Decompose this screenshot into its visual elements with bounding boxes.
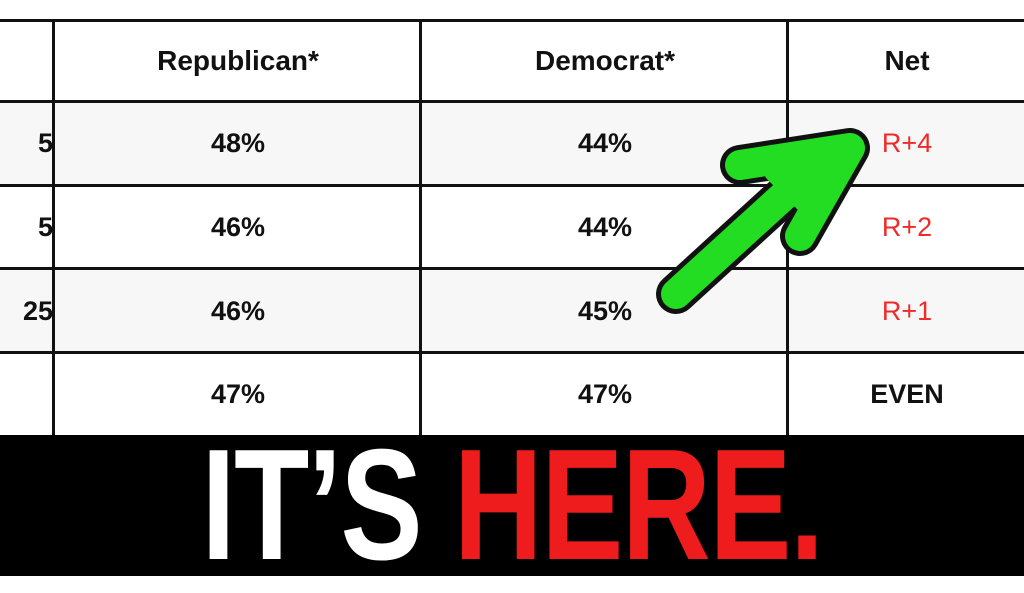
headline-part-white: IT’S	[201, 417, 422, 593]
table-divider	[0, 100, 1024, 103]
headline: IT’S HERE.	[113, 425, 912, 585]
header-democrat: Democrat*	[534, 44, 676, 76]
democrat-value: 44%	[577, 212, 633, 242]
table-header-row: Republican* Democrat* Net	[0, 20, 1024, 101]
republican-value: 46%	[210, 212, 266, 242]
table-border	[0, 19, 1024, 22]
net-value: R+4	[881, 128, 933, 158]
republican-value: 47%	[210, 378, 266, 409]
row-label: 25	[22, 296, 53, 326]
table-row: 25 46% 45% R+1	[0, 270, 1024, 353]
header-republican: Republican*	[157, 44, 319, 76]
headline-part-red: HERE.	[453, 417, 824, 593]
net-value: R+1	[881, 296, 933, 326]
republican-value: 48%	[210, 128, 266, 158]
green-arrow-icon	[656, 128, 870, 314]
table-divider	[0, 184, 1024, 187]
democrat-value: 44%	[577, 128, 633, 158]
table-divider	[0, 351, 1024, 354]
row-label: 5	[37, 128, 53, 158]
header-net: Net	[884, 44, 930, 76]
headline-banner	[0, 435, 1024, 576]
democrat-value: 47%	[577, 378, 633, 409]
net-value: EVEN	[870, 378, 944, 409]
table-row: 47% 47% EVEN	[0, 353, 1024, 435]
table-divider	[52, 20, 55, 435]
table-divider	[0, 267, 1024, 270]
table-row: 5 46% 44% R+2	[0, 186, 1024, 269]
democrat-value: 45%	[577, 296, 633, 326]
net-value: R+2	[881, 212, 933, 242]
row-label: 5	[37, 212, 53, 242]
table-divider	[419, 20, 422, 435]
republican-value: 46%	[210, 296, 266, 326]
